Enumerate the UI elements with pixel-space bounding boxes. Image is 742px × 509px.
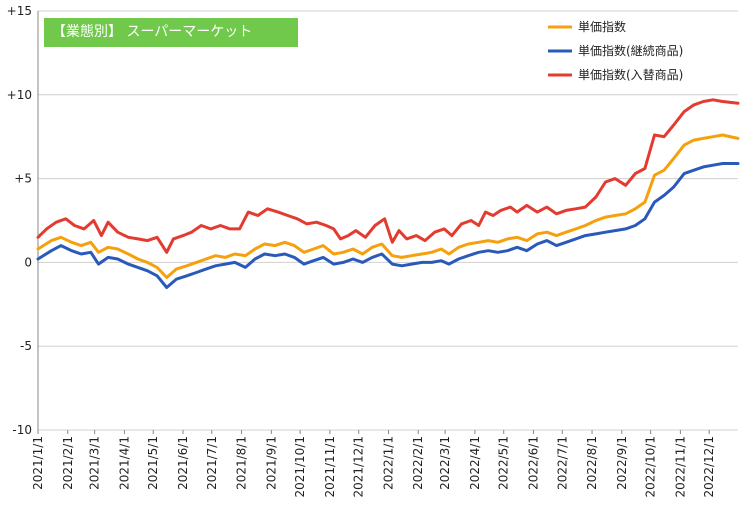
x-tick-label: 2021/12/1 — [352, 436, 366, 498]
x-tick-label: 2022/6/1 — [526, 436, 540, 490]
series-lines — [36, 98, 740, 289]
y-tick-label: 0 — [24, 255, 32, 269]
y-axis: +15 +10 +5 0 -5 -10 — [7, 4, 39, 437]
x-tick-label: 2022/7/1 — [555, 436, 569, 490]
x-tick-label: 2021/8/1 — [235, 436, 249, 490]
x-tick-label: 2022/10/1 — [644, 436, 658, 498]
x-tick-label: 2021/2/1 — [61, 436, 75, 490]
legend-label-3: 単価指数(入替商品) — [578, 67, 683, 82]
x-tick-label: 2021/11/1 — [323, 436, 337, 498]
legend-label-1: 単価指数 — [578, 19, 626, 34]
x-tick-label: 2021/10/1 — [293, 436, 307, 498]
legend-label-2: 単価指数(継続商品) — [578, 43, 683, 58]
x-tick-label: 2022/11/1 — [673, 436, 687, 498]
x-tick-label: 2022/5/1 — [497, 436, 511, 490]
x-tick-label: 2022/3/1 — [438, 436, 452, 490]
x-tick-label: 2022/9/1 — [615, 436, 629, 490]
y-tick-label: +5 — [14, 172, 32, 186]
x-tick-label: 2022/12/1 — [702, 436, 716, 498]
series-line-2 — [36, 162, 740, 289]
x-tick-label: 2021/4/1 — [117, 436, 131, 490]
series-line-3 — [36, 98, 740, 254]
x-tick-label: 2021/1/1 — [31, 436, 45, 490]
y-tick-label: +15 — [7, 4, 32, 18]
x-tick-label: 2021/3/1 — [88, 436, 102, 490]
x-tick-label: 2021/9/1 — [264, 436, 278, 490]
chart-title: 【業態別】 スーパーマーケット — [44, 18, 298, 47]
x-tick-label: 2021/7/1 — [205, 436, 219, 490]
x-axis: 2021/1/1 2021/2/1 2021/3/1 2021/4/1 2021/5/1… — [31, 430, 716, 498]
x-tick-label: 2022/8/1 — [585, 436, 599, 490]
x-tick-label: 2021/6/1 — [176, 436, 190, 490]
x-tick-label: 2022/2/1 — [411, 436, 425, 490]
x-tick-label: 2022/1/1 — [381, 436, 395, 490]
y-tick-label: -10 — [12, 423, 32, 437]
x-tick-label: 2022/4/1 — [468, 436, 482, 490]
series-line-1 — [36, 133, 740, 279]
x-tick-label: 2021/5/1 — [146, 436, 160, 490]
y-tick-label: +10 — [7, 88, 32, 102]
y-tick-label: -5 — [20, 339, 32, 353]
